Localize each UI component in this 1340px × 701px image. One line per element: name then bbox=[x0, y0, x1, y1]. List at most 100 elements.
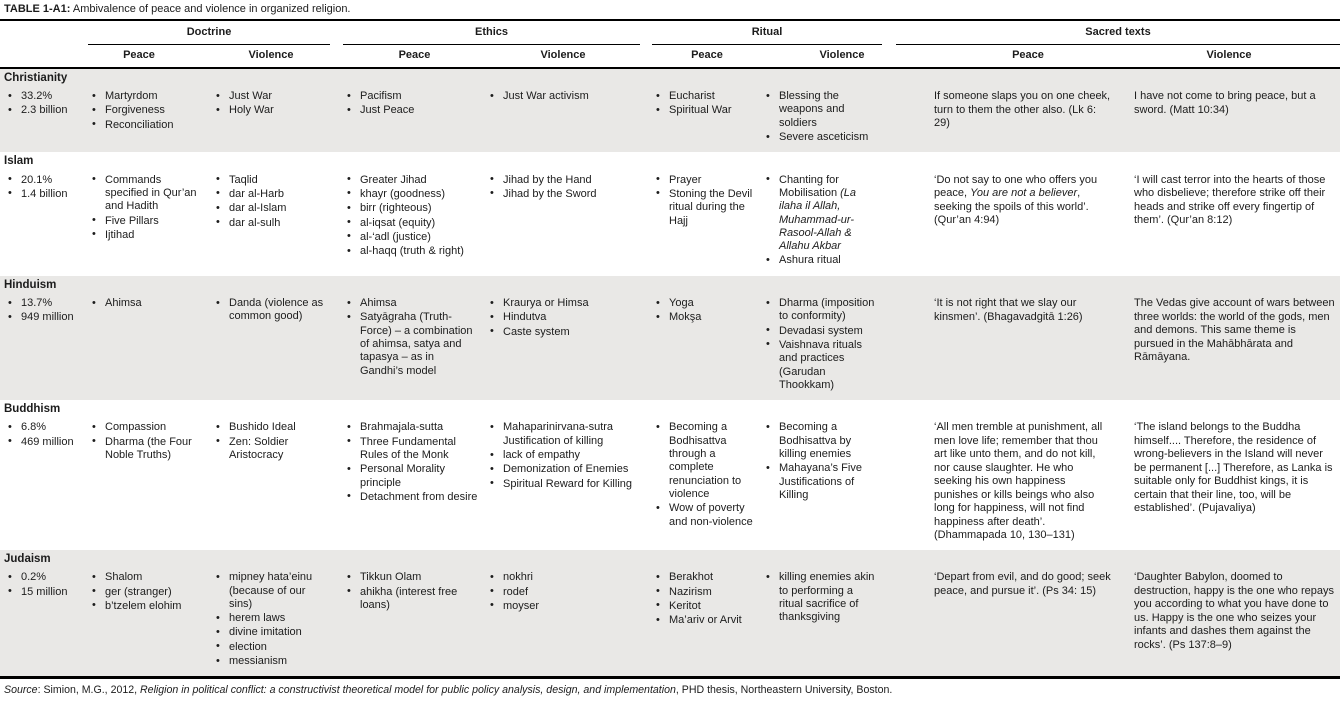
cell-ethics-violence: Kraurya or HimsaHindutvaCaste system bbox=[486, 296, 640, 340]
bullet-item: killing enemies akin to performing a rit… bbox=[766, 571, 876, 624]
bullet-list: EucharistSpiritual War bbox=[656, 90, 756, 118]
bullet-item: 949 million bbox=[8, 311, 82, 325]
cell-stats: 6.8%469 million bbox=[0, 420, 88, 450]
bullet-list: Danda (violence as common good) bbox=[216, 297, 324, 324]
bullet-item: Danda (violence as common good) bbox=[216, 297, 324, 324]
bullet-item: Taqlid bbox=[216, 173, 324, 187]
bullet-item: khayr (goodness) bbox=[347, 187, 480, 201]
cell-sacred-violence: ‘Daughter Babylon, doomed to destruction… bbox=[1134, 571, 1334, 651]
bullet-item: Just War activism bbox=[490, 90, 634, 104]
column-group-row: Doctrine Ethics Ritual Sacred texts bbox=[0, 21, 1340, 45]
bullet-item: Eucharist bbox=[656, 90, 756, 104]
cell-sacred-peace: ‘All men tremble at punishment, all men … bbox=[934, 421, 1103, 542]
bullet-list: PrayerStoning the Devil ritual during th… bbox=[656, 173, 756, 228]
cell-ethics-peace: Brahmajala-suttaThree Fundamental Rules … bbox=[343, 420, 486, 505]
cell-ethics-peace: Greater Jihadkhayr (goodness)birr (right… bbox=[343, 173, 486, 260]
bullet-list: Mahaparinirvana-sutra Justification of k… bbox=[490, 421, 634, 491]
bullet-item: Shalom bbox=[92, 571, 206, 585]
bullet-item: 15 million bbox=[8, 585, 82, 599]
cell-doctrine-peace: CompassionDharma (the Four Noble Truths) bbox=[88, 420, 212, 463]
cell-doctrine-peace: Shalomger (stranger)b’tzelem elohim bbox=[88, 570, 212, 614]
bullet-item: birr (righteous) bbox=[347, 202, 480, 216]
bullet-list: Dharma (imposition to conformity)Devadas… bbox=[766, 297, 876, 392]
religion-band-judaism: Judaism 0.2%15 million Shalomger (stranger… bbox=[0, 549, 1340, 677]
cell-ethics-peace: AhimsaSatyāgraha (Truth-Force) – a combi… bbox=[343, 296, 486, 379]
bullet-list: PacifismJust Peace bbox=[347, 90, 480, 118]
cell-ritual-peace: BerakhotNazirismKeritotMa’ariv or Arvit bbox=[652, 570, 762, 628]
bullet-list: 20.1%1.4 billion bbox=[8, 173, 82, 202]
bullet-list: BerakhotNazirismKeritotMa’ariv or Arvit bbox=[656, 571, 756, 627]
bullet-list: 33.2%2.3 billion bbox=[8, 90, 82, 118]
bullet-item: Martyrdom bbox=[92, 90, 206, 104]
bullet-item: Becoming a Bodhisattva through a complet… bbox=[656, 421, 756, 501]
bullet-item: Dharma (imposition to conformity) bbox=[766, 297, 876, 324]
bullet-item: Just Peace bbox=[347, 104, 480, 118]
subheader-ritual-violence: Violence bbox=[819, 48, 865, 61]
italic-text: (La ilaha il Allah, Muhammad-ur-Rasool-A… bbox=[779, 186, 857, 253]
cell-ethics-peace: Tikkun Olamahikha (interest free loans) bbox=[343, 570, 486, 613]
cell-stats: 20.1%1.4 billion bbox=[0, 173, 88, 203]
bullet-item: Brahmajala-sutta bbox=[347, 421, 480, 435]
bullet-list: Becoming a Bodhisattva by killing enemie… bbox=[766, 421, 876, 502]
bullet-item: Spiritual Reward for Killing bbox=[490, 477, 634, 491]
cell-ritual-peace: EucharistSpiritual War bbox=[652, 89, 762, 119]
bullet-item: Kraurya or Himsa bbox=[490, 297, 634, 311]
cell-ritual-violence: Blessing the weapons and soldiersSevere … bbox=[762, 89, 882, 145]
bullet-item: al-‘adl (justice) bbox=[347, 230, 480, 244]
bullet-item: Five Pillars bbox=[92, 214, 206, 228]
bullet-list: Blessing the weapons and soldiersSevere … bbox=[766, 90, 876, 144]
cell-doctrine-violence: Bushido IdealZen: Soldier Aristocracy bbox=[212, 420, 330, 463]
bullet-item: 13.7% bbox=[8, 297, 82, 311]
column-subheader-row: Peace Violence Peace Violence Peace Viol… bbox=[0, 45, 1340, 67]
religion-band-christianity: Christianity 33.2%2.3 billion MartyrdomFor… bbox=[0, 68, 1340, 153]
bullet-item: Zen: Soldier Aristocracy bbox=[216, 435, 324, 463]
bullet-item: 6.8% bbox=[8, 421, 82, 435]
bullet-item: Prayer bbox=[656, 173, 756, 187]
bullet-list: YogaMokşa bbox=[656, 297, 756, 325]
column-group-ritual: Ritual bbox=[652, 26, 882, 45]
bullet-item: lack of empathy bbox=[490, 449, 634, 463]
bullet-item: Pacifism bbox=[347, 90, 480, 104]
table-title-text: Ambivalence of peace and violence in org… bbox=[70, 3, 351, 15]
bullet-item: Severe asceticism bbox=[766, 131, 876, 145]
subheader-sacred-violence: Violence bbox=[1206, 48, 1252, 61]
bullet-list: AhimsaSatyāgraha (Truth-Force) – a combi… bbox=[347, 297, 480, 378]
bullet-item: al-iqsat (equity) bbox=[347, 216, 480, 230]
cell-doctrine-peace: Ahimsa bbox=[88, 296, 212, 311]
bullet-list: CompassionDharma (the Four Noble Truths) bbox=[92, 421, 206, 462]
text: ‘Do not say to one who offers you peace, bbox=[934, 173, 1098, 200]
text: Chanting for Mobilisation bbox=[779, 173, 841, 199]
bullet-item: Just War bbox=[216, 90, 324, 104]
subheader-doctrine-violence: Violence bbox=[248, 48, 294, 61]
religion-name: Judaism bbox=[4, 552, 51, 565]
bullet-item: b’tzelem elohim bbox=[92, 599, 206, 613]
bullet-item: ger (stranger) bbox=[92, 585, 206, 599]
bullet-list: 0.2%15 million bbox=[8, 571, 82, 599]
subheader-sacred-peace: Peace bbox=[1012, 48, 1044, 61]
religion-name: Buddhism bbox=[4, 403, 61, 416]
subheader-ethics-peace: Peace bbox=[398, 48, 431, 61]
bullet-list: Chanting for Mobilisation (La ilaha il A… bbox=[766, 173, 876, 268]
bullet-item: Hindutva bbox=[490, 311, 634, 325]
bullet-item: Ahimsa bbox=[92, 297, 206, 311]
cell-ethics-peace: PacifismJust Peace bbox=[343, 89, 486, 119]
bullet-item: 33.2% bbox=[8, 90, 82, 104]
bullet-item: Demonization of Enemies bbox=[490, 463, 634, 477]
source-line: Source: Simion, M.G., 2012, Religion in … bbox=[0, 679, 1340, 701]
bullet-item: Jihad by the Sword bbox=[490, 187, 634, 201]
bullet-item: mipney hata’einu (because of our sins) bbox=[216, 571, 324, 611]
column-group-doctrine: Doctrine bbox=[88, 26, 330, 45]
text: , seeking the spoils of this world’. (Qu… bbox=[934, 187, 1089, 227]
bullet-item: Yoga bbox=[656, 297, 756, 311]
bullet-list: Ahimsa bbox=[92, 297, 206, 311]
bullet-item: 20.1% bbox=[8, 173, 82, 187]
bullet-item: Chanting for Mobilisation (La ilaha il A… bbox=[766, 173, 876, 254]
cell-sacred-violence: ‘The island belongs to the Buddha himsel… bbox=[1134, 421, 1333, 515]
bullet-list: Just War activism bbox=[490, 90, 634, 104]
bullet-item: 469 million bbox=[8, 435, 82, 449]
cell-ritual-violence: Chanting for Mobilisation (La ilaha il A… bbox=[762, 173, 882, 269]
religion-band-hinduism: Hinduism 13.7%949 million Ahimsa Danda (vio… bbox=[0, 275, 1340, 401]
bullet-item: Satyāgraha (Truth-Force) – a combination… bbox=[347, 311, 480, 377]
bullet-list: Just WarHoly War bbox=[216, 90, 324, 118]
bullet-item: Three Fundamental Rules of the Monk bbox=[347, 435, 480, 463]
